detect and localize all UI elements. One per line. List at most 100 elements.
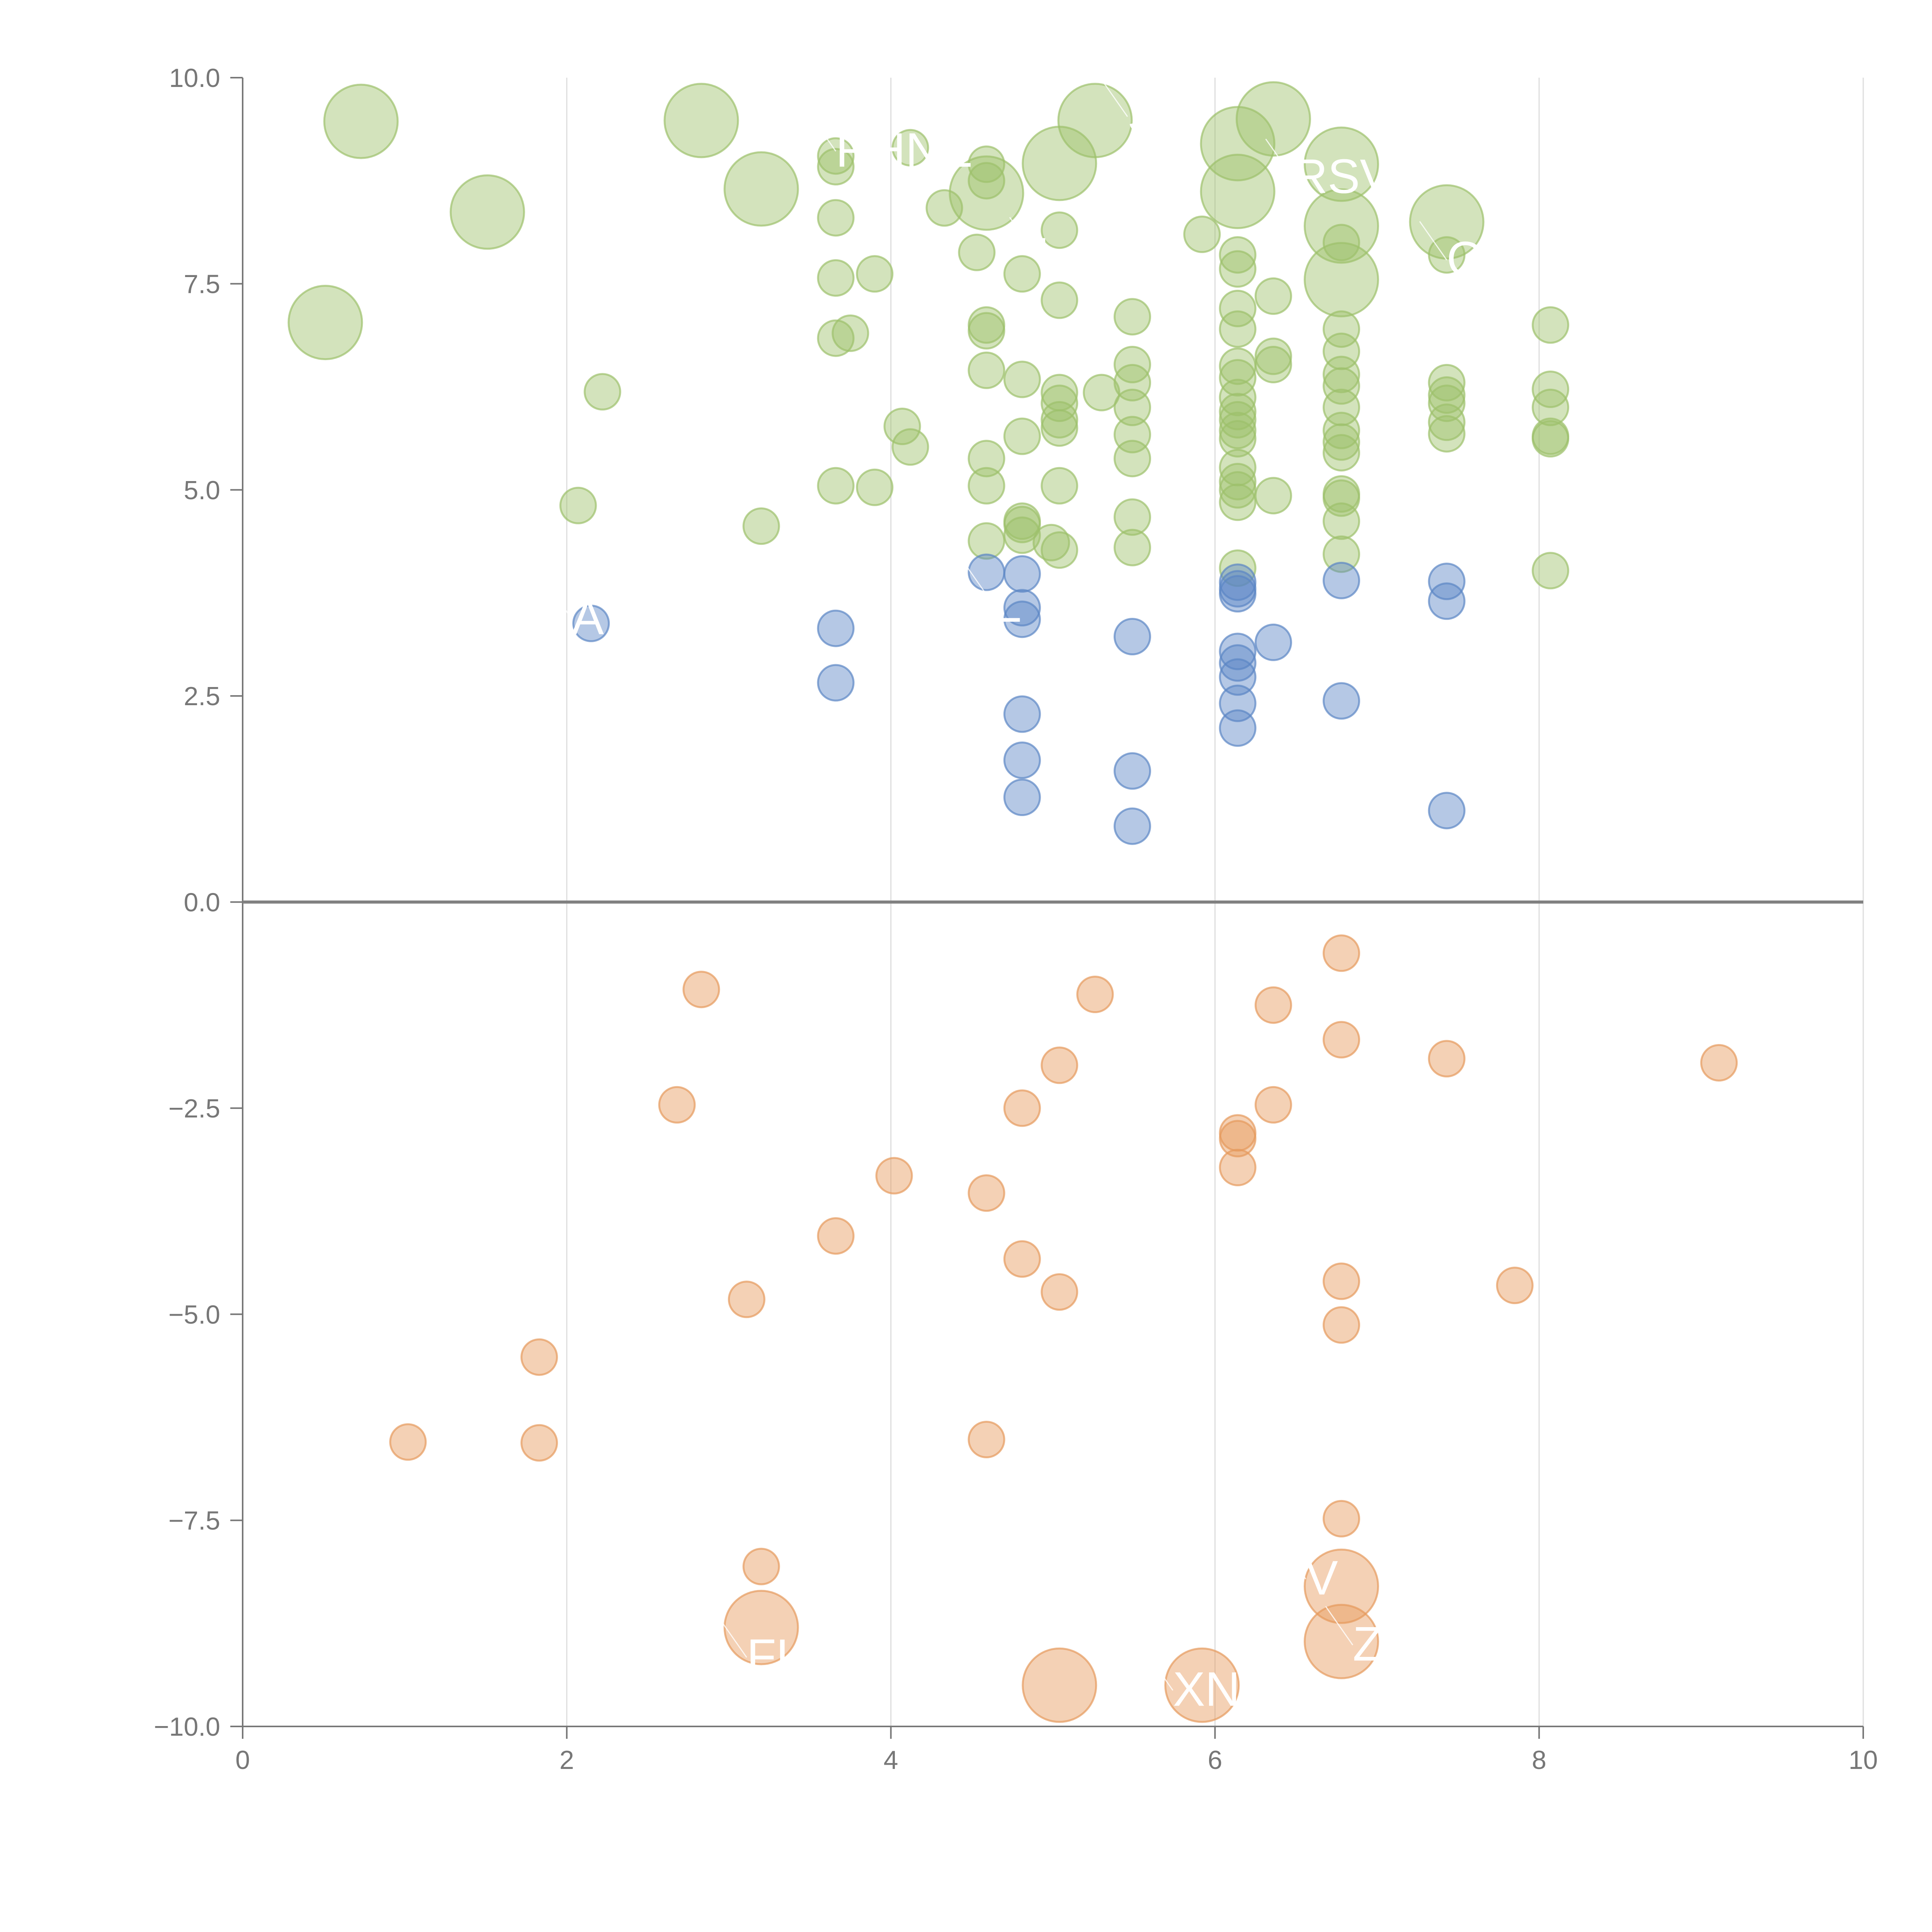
bubble-blue (1003, 779, 1041, 816)
y-tick-label: 2.5 (184, 682, 220, 711)
bubble-green (968, 467, 1005, 505)
bubble-green (323, 83, 399, 159)
bubble-green (1219, 549, 1257, 587)
bubble-green (817, 319, 855, 357)
bubble-green (1003, 417, 1041, 455)
bubble-orange (1022, 1647, 1097, 1723)
point-labels: RHNE S RSV L O A L V FL XN Z (571, 89, 1484, 1716)
bubble-orange (1164, 1647, 1240, 1723)
y-tick-label: −2.5 (168, 1094, 220, 1123)
bubble-orange (1700, 1044, 1738, 1082)
x-tick-label: 0 (235, 1745, 250, 1775)
bubble-green (856, 468, 894, 506)
point-label: XN (1173, 1663, 1240, 1716)
bubble-green (723, 151, 799, 227)
point-label: L (1037, 228, 1064, 282)
y-tick-label: −5.0 (168, 1300, 220, 1329)
bubble-orange (723, 1590, 799, 1665)
bubble-green (1114, 498, 1151, 536)
bubble-orange (1003, 1240, 1041, 1278)
bubble-green (1323, 224, 1360, 262)
label-leader-line (808, 112, 837, 152)
bubble-green (891, 129, 929, 167)
y-tick-label: 10.0 (169, 63, 220, 93)
bubble-green (1323, 479, 1360, 517)
bubble-green (1428, 403, 1466, 441)
bubble-green (1532, 388, 1570, 426)
bubble-green (742, 507, 780, 545)
bubble-green (1428, 415, 1466, 453)
bubble-green (1323, 423, 1360, 461)
point-label: RHNE (836, 123, 973, 177)
bubble-orange (658, 1086, 696, 1124)
x-tick-label: 4 (884, 1745, 898, 1775)
bubble-orange (1219, 1120, 1257, 1158)
bubble-blue (1114, 807, 1151, 845)
bubble-green (1041, 281, 1078, 319)
label-leader-line (1419, 221, 1447, 260)
bubble-green (856, 255, 894, 293)
bubble-green (559, 486, 597, 524)
bubble-orange (1304, 1604, 1379, 1679)
bubble-green (1003, 361, 1041, 398)
bubble-orange (817, 1217, 855, 1255)
bubble-green (968, 145, 1005, 183)
bubble-green (958, 233, 996, 271)
bubble-green (925, 189, 963, 227)
bubble-green (1428, 384, 1466, 422)
bubble-green (583, 373, 621, 411)
y-tick-label: −10.0 (154, 1712, 220, 1742)
bubble-green (1219, 393, 1257, 430)
y-tick-label: 0.0 (184, 888, 220, 917)
point-label: L (995, 578, 1022, 632)
bubble-green (883, 408, 921, 445)
bubble-blue (1219, 575, 1257, 613)
bubble-orange (520, 1424, 558, 1462)
bubble-green (1041, 467, 1078, 505)
bubble-orange (1041, 1046, 1078, 1084)
bubble-green (1041, 401, 1078, 439)
bubble-blue (1254, 623, 1292, 661)
bubble-orange (968, 1421, 1005, 1458)
axes: 0 2 4 6 8 10 10.0 7.5 5.0 2.5 0.0 −2.5 −5.0 −7.5 −10.0 (154, 63, 1878, 1775)
bubble-green (1323, 502, 1360, 540)
bubble-blue (1219, 709, 1257, 747)
bubble-green (1219, 483, 1257, 521)
bubble-green (1219, 471, 1257, 509)
bubble-green (1219, 412, 1257, 449)
bubble-green (1428, 236, 1466, 274)
bubble-green (968, 522, 1005, 560)
bubble-orange (1323, 1500, 1360, 1537)
bubble-green (1219, 359, 1257, 397)
bubble-orange (1323, 1262, 1360, 1300)
bubble-green (1409, 184, 1485, 260)
bubble-blue (1219, 633, 1257, 670)
point-label: A (571, 591, 604, 645)
bubble-green (1083, 374, 1121, 412)
bubble-green (1254, 477, 1292, 515)
bubble-blue (1003, 555, 1041, 593)
bubble-green (1254, 337, 1292, 375)
bubble-green (1114, 388, 1151, 426)
bubble-green (817, 137, 855, 175)
bubble-orange (1254, 986, 1292, 1024)
label-leader-line (719, 1618, 747, 1658)
y-tick-label: −7.5 (168, 1506, 220, 1536)
bubble-green (1219, 463, 1257, 500)
label-leader-line (544, 580, 572, 619)
bubble-blue (817, 609, 855, 647)
bubbles (287, 81, 1738, 1723)
bubble-green (1323, 412, 1360, 449)
label-leader-line (1325, 1606, 1354, 1646)
label-leader-line (967, 567, 995, 607)
bubble-blue (1003, 600, 1041, 638)
bubble-green (1219, 250, 1257, 288)
bubble-green (968, 440, 1005, 478)
point-label: O (1447, 232, 1484, 286)
bubble-green (817, 199, 855, 237)
bubble-green (817, 148, 855, 185)
point-label: RSV (1293, 150, 1392, 204)
bubble-blue (1428, 582, 1466, 620)
bubble-orange (1254, 1086, 1292, 1124)
point-label: FL (747, 1629, 803, 1683)
